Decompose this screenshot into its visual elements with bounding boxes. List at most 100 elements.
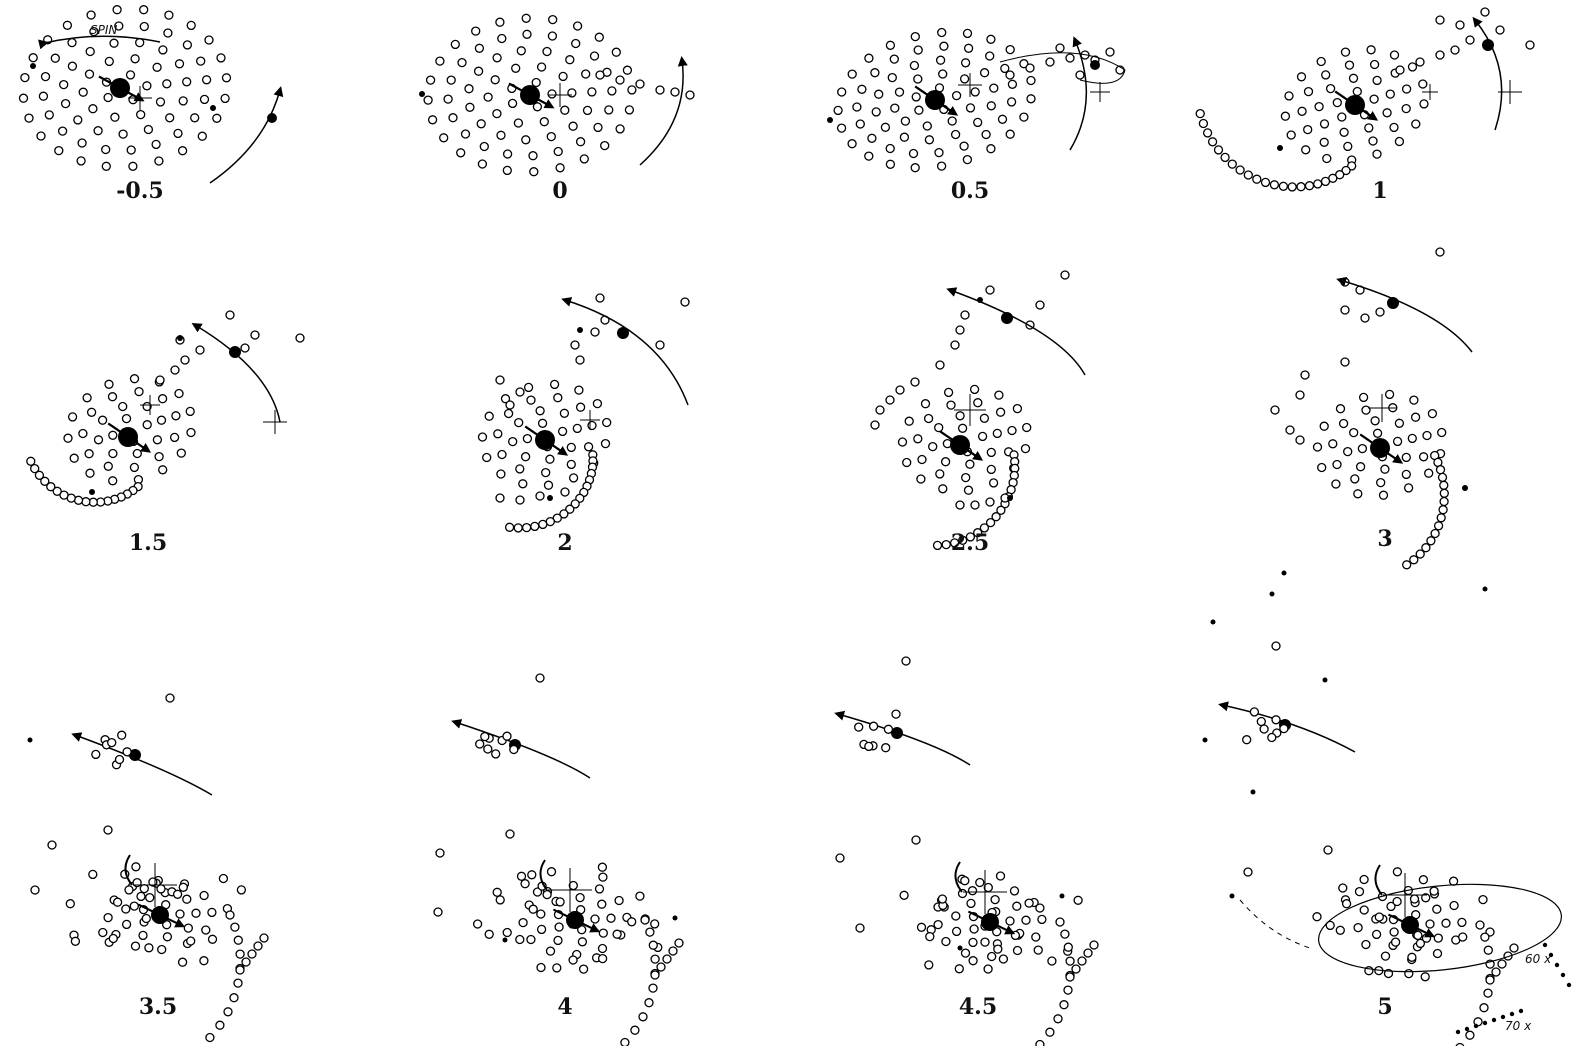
star-particle bbox=[968, 937, 978, 948]
star-particle bbox=[1075, 70, 1085, 80]
star-particle bbox=[1437, 427, 1447, 438]
star-particle bbox=[509, 744, 519, 755]
star-particle bbox=[555, 163, 565, 173]
star-particle bbox=[484, 411, 494, 421]
star-particle bbox=[495, 895, 505, 905]
star-particle bbox=[121, 919, 132, 930]
nucleus-spin-arrow bbox=[967, 910, 1016, 935]
star-particle bbox=[1360, 313, 1370, 323]
star-particle bbox=[521, 13, 531, 23]
star-particle bbox=[185, 406, 195, 417]
star-particle bbox=[134, 386, 144, 397]
star-particle bbox=[935, 469, 945, 479]
star-particle bbox=[1401, 469, 1411, 480]
tracer-particle bbox=[1455, 1029, 1461, 1035]
nucleus-spin-arrow bbox=[939, 430, 984, 461]
star-particle bbox=[875, 405, 885, 415]
star-particle bbox=[630, 1025, 640, 1035]
star-particle bbox=[620, 1037, 630, 1046]
star-particle bbox=[201, 75, 212, 85]
tracer-particle bbox=[1473, 1023, 1479, 1029]
nucleus-spin-arrow bbox=[914, 85, 959, 116]
star-particle bbox=[1420, 972, 1430, 982]
star-particle bbox=[495, 493, 505, 503]
star-particle bbox=[484, 929, 494, 939]
star-particle bbox=[934, 147, 944, 158]
star-particle bbox=[1457, 917, 1467, 928]
star-particle bbox=[541, 467, 551, 478]
star-particle bbox=[670, 87, 680, 97]
star-particle bbox=[230, 922, 240, 932]
star-particle bbox=[530, 521, 540, 532]
star-particle bbox=[674, 938, 684, 948]
star-particle bbox=[1437, 472, 1448, 483]
star-particle bbox=[572, 21, 583, 31]
star-particle bbox=[1009, 886, 1020, 896]
star-particle bbox=[471, 26, 481, 36]
star-particle bbox=[900, 116, 911, 126]
star-particle bbox=[887, 72, 897, 83]
star-particle bbox=[152, 435, 163, 445]
star-particle bbox=[1271, 641, 1281, 651]
star-particle bbox=[578, 964, 589, 974]
star-particle bbox=[891, 709, 901, 719]
star-particle bbox=[182, 894, 192, 904]
star-particle bbox=[516, 46, 526, 56]
star-particle bbox=[126, 145, 136, 155]
star-particle bbox=[110, 112, 120, 122]
star-particle bbox=[1392, 896, 1402, 907]
time-label-panel-11: 4.5 bbox=[959, 994, 997, 1020]
star-particle bbox=[1439, 480, 1449, 490]
star-particle bbox=[483, 744, 493, 754]
star-particle bbox=[1270, 405, 1280, 415]
star-particle bbox=[532, 102, 543, 112]
star-particle bbox=[144, 943, 154, 953]
star-particle bbox=[1295, 435, 1305, 445]
nucleus-spin-arrow bbox=[524, 425, 569, 456]
star-particle bbox=[1424, 468, 1434, 478]
star-particle bbox=[568, 121, 578, 131]
tracer-particle bbox=[1509, 1011, 1515, 1017]
star-particle bbox=[536, 962, 546, 973]
star-particle bbox=[558, 71, 568, 82]
tracer-particle bbox=[30, 63, 36, 69]
star-particle bbox=[433, 907, 443, 917]
panel-5 bbox=[26, 310, 305, 507]
perturber-orbit bbox=[561, 297, 689, 406]
star-particle bbox=[662, 954, 672, 964]
star-particle bbox=[156, 415, 167, 425]
star-particle bbox=[570, 499, 580, 509]
star-particle bbox=[295, 333, 305, 343]
star-particle bbox=[571, 38, 581, 49]
star-particle bbox=[668, 946, 678, 956]
star-particle bbox=[622, 65, 633, 75]
star-particle bbox=[1055, 43, 1065, 53]
star-particle bbox=[85, 46, 95, 57]
star-particle bbox=[47, 840, 57, 850]
star-particle bbox=[108, 448, 118, 459]
star-particle bbox=[597, 943, 608, 954]
star-particle bbox=[496, 130, 506, 140]
star-particle bbox=[973, 398, 983, 408]
star-particle bbox=[190, 113, 200, 123]
star-particle bbox=[590, 914, 600, 924]
star-particle bbox=[492, 887, 502, 897]
star-particle bbox=[1344, 60, 1355, 70]
star-particle bbox=[1421, 543, 1431, 553]
star-particle bbox=[177, 146, 188, 156]
star-particle bbox=[88, 869, 98, 880]
star-particle bbox=[197, 131, 207, 141]
star-particle bbox=[963, 43, 974, 53]
star-particle bbox=[492, 53, 502, 63]
star-particle bbox=[640, 915, 650, 925]
star-particle bbox=[1435, 50, 1445, 60]
star-particle bbox=[973, 117, 983, 128]
star-particle bbox=[1394, 418, 1405, 428]
star-particle bbox=[164, 10, 174, 20]
star-particle bbox=[924, 135, 935, 145]
star-particle bbox=[955, 500, 965, 510]
star-particle bbox=[476, 119, 486, 129]
star-particle bbox=[575, 892, 585, 903]
star-particle bbox=[655, 340, 665, 350]
star-particle bbox=[600, 140, 610, 151]
